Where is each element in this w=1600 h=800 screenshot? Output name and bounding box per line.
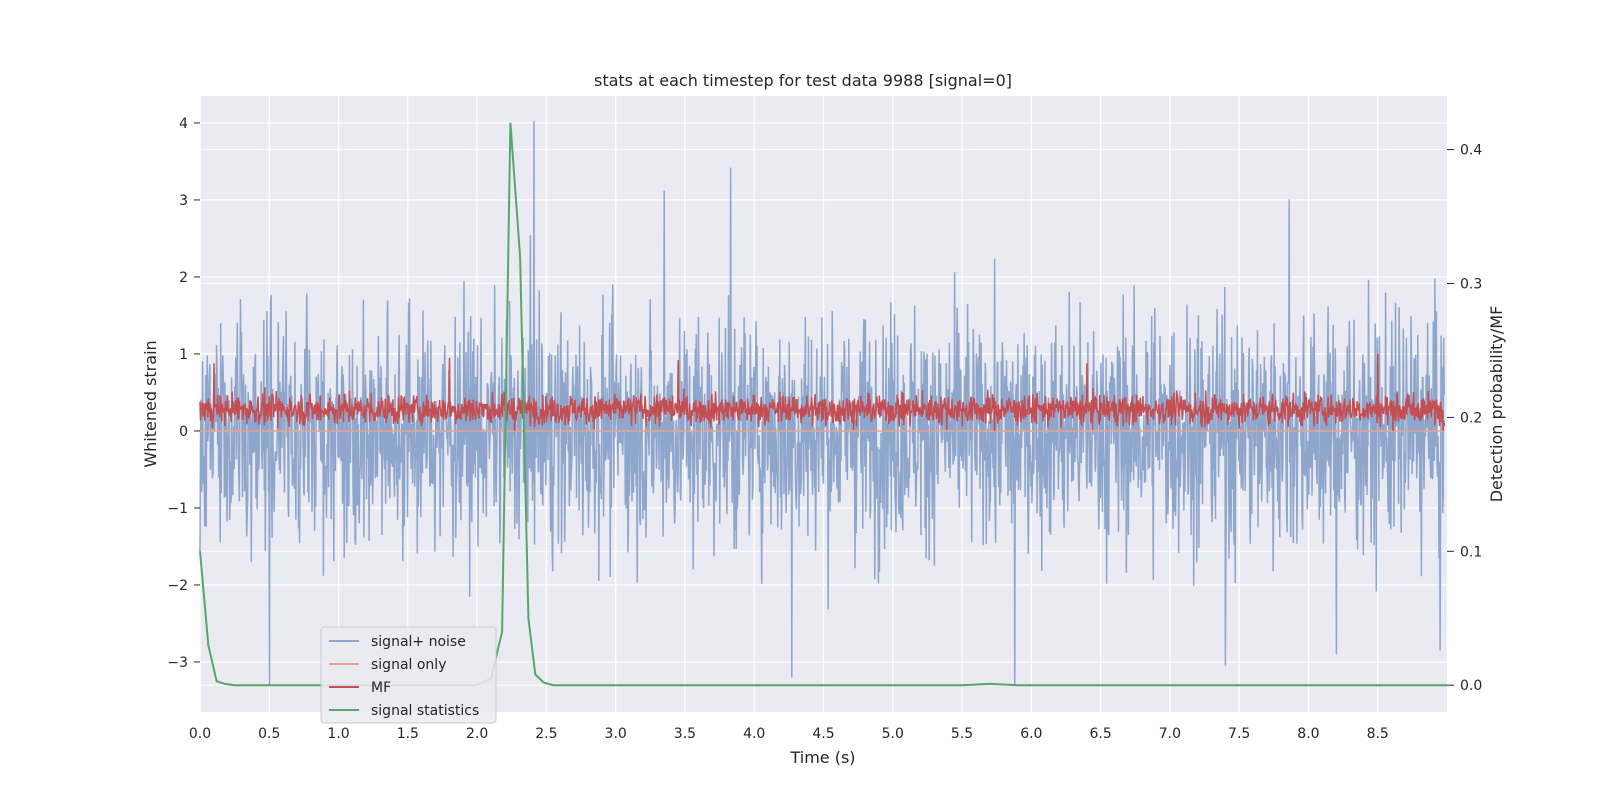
y-tick-label: 2 — [179, 270, 188, 286]
x-tick-label: 6.0 — [1020, 726, 1042, 742]
x-tick-label: 0.0 — [189, 726, 211, 742]
legend-label: MF — [371, 680, 391, 696]
x-tick-label: 8.5 — [1367, 726, 1389, 742]
x-tick-label: 4.0 — [743, 726, 765, 742]
y2-tick-label: 0.4 — [1460, 143, 1482, 159]
x-tick-label: 8.0 — [1297, 726, 1319, 742]
x-tick-label: 1.0 — [327, 726, 349, 742]
legend-box — [320, 626, 497, 724]
y2-tick-label: 0.2 — [1460, 410, 1482, 426]
legend-label: signal only — [371, 657, 446, 673]
x-tick-label: 4.5 — [812, 726, 834, 742]
signal-statistics-line — [199, 122, 1447, 687]
x-tick-label: 5.5 — [951, 726, 973, 742]
x-axis-ticks: 0.0 0.5 1.0 1.5 2.0 2.5 3.0 3.5 4.0 4.5 5.0 5.5 6.0 6… — [189, 726, 1389, 742]
x-tick-label: 3.0 — [605, 726, 627, 742]
legend-label: signal+ noise — [371, 634, 466, 650]
legend-item: signal only — [329, 657, 446, 673]
right-axis-label: Detection probability/MF — [1487, 306, 1506, 503]
x-tick-label: 1.5 — [397, 726, 419, 742]
legend-item: MF — [329, 680, 391, 696]
series-signal-plus-noise — [199, 121, 1445, 686]
y-tick-label: 1 — [179, 347, 188, 363]
x-axis-label: Time (s) — [789, 748, 855, 767]
y-tick-label: 0 — [179, 424, 188, 440]
legend-item: signal+ noise — [329, 634, 466, 650]
x-tick-label: 5.0 — [882, 726, 904, 742]
y-axis-label: Whitened strain — [141, 340, 160, 467]
x-tick-label: 7.0 — [1159, 726, 1181, 742]
legend-label: signal statistics — [371, 703, 479, 719]
x-tick-label: 7.5 — [1228, 726, 1250, 742]
y-tick-label: −3 — [167, 655, 188, 671]
x-tick-label: 6.5 — [1089, 726, 1111, 742]
y2-tick-label: 0.1 — [1460, 544, 1482, 560]
right-axis-ticks: 0.0 0.1 0.2 0.3 0.4 — [1447, 143, 1482, 694]
mf-line — [199, 353, 1445, 431]
series-signal-statistics — [199, 122, 1447, 687]
x-tick-label: 2.5 — [535, 726, 557, 742]
y2-tick-label: 0.0 — [1460, 678, 1482, 694]
y-tick-label: −2 — [167, 578, 188, 594]
y-axis-ticks: −3 −2 −1 0 1 2 3 4 — [167, 116, 200, 671]
x-tick-label: 3.5 — [674, 726, 696, 742]
legend: signal+ noise signal only MF signal statist… — [320, 626, 497, 724]
y2-tick-label: 0.3 — [1460, 276, 1482, 292]
y-tick-label: 3 — [179, 193, 188, 209]
x-tick-label: 2.0 — [466, 726, 488, 742]
series-mf — [199, 353, 1445, 431]
signal-plus-noise-line — [199, 121, 1445, 686]
x-tick-label: 0.5 — [258, 726, 280, 742]
y-tick-label: 4 — [179, 116, 188, 132]
legend-item: signal statistics — [329, 703, 479, 719]
chart-title: stats at each timestep for test data 998… — [594, 71, 1012, 90]
y-tick-label: −1 — [167, 501, 188, 517]
